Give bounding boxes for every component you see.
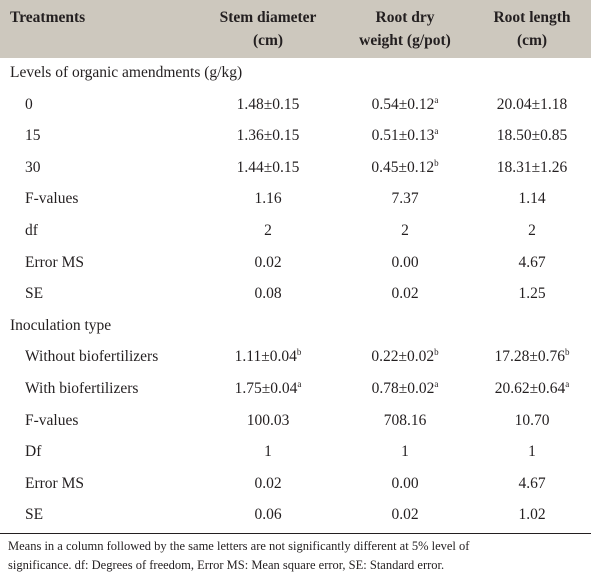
table-rule: [0, 533, 591, 534]
cell: 1.14: [518, 190, 546, 208]
cell-value: 0.54±0.12: [371, 95, 435, 113]
cell: 18.50±0.85: [496, 127, 568, 145]
cell: 0.02: [391, 506, 419, 524]
row-label: df: [25, 222, 38, 239]
row-label: F-values: [25, 411, 79, 429]
cell-value: 0.51±0.13: [371, 127, 435, 145]
significance-letter: a: [434, 379, 439, 389]
header-cell: weight (g/pot): [359, 32, 451, 49]
cell-value: 17.28±0.76: [494, 348, 566, 366]
footnote: Means in a column followed by the same l…: [8, 539, 470, 553]
significance-letter: a: [297, 379, 302, 389]
header-cell: Treatments: [10, 9, 86, 26]
cell-value: 0.78±0.02: [371, 380, 435, 397]
cell: 2: [264, 222, 272, 239]
cell: 7.37: [391, 190, 419, 208]
row-label: With biofertilizers: [25, 380, 139, 397]
cell-value: 20.62±0.64: [494, 380, 566, 397]
row-label: Df: [25, 443, 42, 461]
cell: 0.22±0.02b: [371, 347, 438, 367]
cell-value: 0.22±0.02: [371, 348, 435, 366]
cell-value: 1.75±0.04: [234, 380, 298, 397]
significance-letter: b: [296, 347, 302, 358]
cell: 4.67: [518, 253, 546, 271]
row-label: 30: [25, 158, 41, 176]
cell: 1.36±0.15: [236, 127, 300, 145]
cell: 10.70: [514, 411, 550, 429]
cell: 0.45±0.12b: [371, 158, 438, 178]
cell-value: 0.45±0.12: [371, 158, 435, 176]
significance-letter: b: [565, 347, 570, 358]
cell: 1: [528, 443, 536, 461]
cell: 0.08: [254, 285, 282, 303]
cell: 1: [401, 443, 409, 461]
cell: 0.02: [391, 285, 419, 303]
row-label: Error MS: [25, 474, 84, 492]
row-label: 15: [25, 127, 41, 145]
header-cell: (cm): [516, 32, 548, 49]
row-label: 0: [25, 95, 33, 113]
row-label: Error MS: [25, 253, 84, 271]
cell: 0.02: [254, 253, 282, 271]
cell: 1.16: [254, 190, 282, 208]
significance-letter: a: [434, 94, 439, 105]
significance-letter: a: [565, 379, 570, 389]
cell: 0.02: [254, 474, 282, 492]
footnote: significance. df: Degrees of freedom, Er…: [8, 558, 445, 572]
row-label: SE: [25, 285, 44, 303]
cell: 0.51±0.13a: [372, 126, 439, 146]
row-label: SE: [25, 506, 44, 524]
cell: 1.11±0.04b: [235, 347, 302, 367]
cell: 18.31±1.26: [496, 158, 568, 176]
cell: 20.04±1.18: [496, 95, 568, 113]
header-cell: Stem diameter: [219, 9, 317, 26]
header-cell: Root dry: [375, 9, 435, 26]
cell: 0.06: [254, 506, 282, 524]
cell-value: 1.11±0.04: [234, 348, 297, 366]
cell: 20.62±0.64a: [495, 379, 570, 399]
significance-letter: b: [434, 347, 439, 358]
cell: 2: [401, 222, 409, 239]
cell: 1.44±0.15: [236, 158, 300, 176]
cell: 0.00: [391, 253, 419, 271]
cell: 17.28±0.76b: [494, 347, 569, 367]
cell: 2: [528, 222, 536, 239]
cell: 0.00: [391, 474, 419, 492]
row-label: F-values: [25, 190, 79, 208]
header-cell: Root length: [493, 9, 571, 26]
cell: 0.54±0.12a: [372, 95, 439, 115]
cell: 0.78±0.02a: [372, 379, 439, 399]
cell: 1: [264, 443, 272, 461]
row-label: Without biofertilizers: [25, 348, 159, 366]
cell: 100.03: [246, 411, 290, 429]
header-cell: (cm): [252, 32, 284, 49]
header-background: [0, 0, 591, 58]
significance-letter: b: [434, 157, 439, 168]
cell: 708.16: [383, 411, 427, 429]
section-title: Levels of organic amendments (g/kg): [10, 64, 243, 81]
cell: 4.67: [518, 474, 546, 492]
cell: 1.75±0.04a: [235, 379, 302, 399]
significance-letter: a: [434, 126, 439, 137]
section-title: Inoculation type: [10, 316, 112, 334]
cell: 1.48±0.15: [236, 95, 300, 113]
cell: 1.02: [518, 506, 546, 524]
cell: 1.25: [518, 285, 546, 303]
